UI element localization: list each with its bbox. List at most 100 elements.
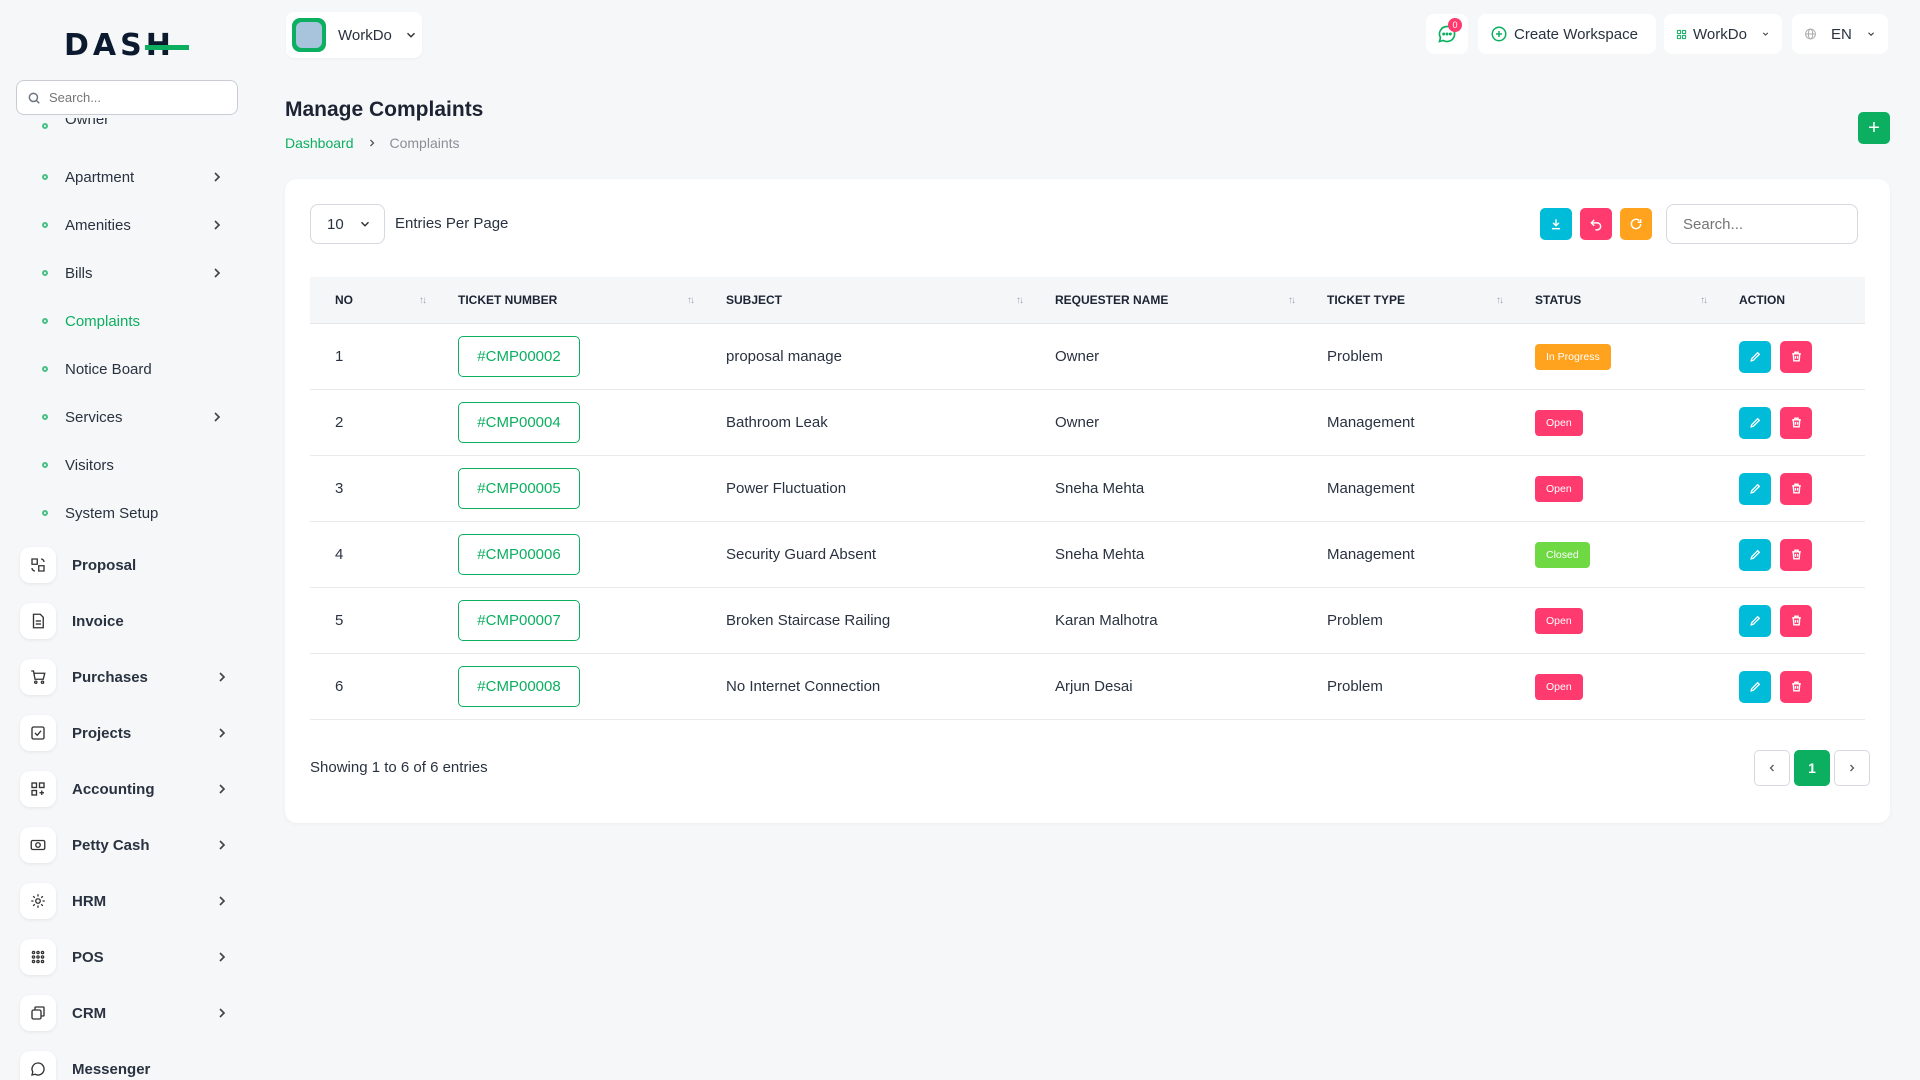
delete-button[interactable] — [1780, 406, 1812, 439]
sort-icon: ↑↓ — [1496, 294, 1504, 306]
delete-button[interactable] — [1780, 472, 1812, 505]
column-header-requester-name[interactable]: REQUESTER NAME ↑↓ — [1030, 277, 1302, 324]
sidebar-item-label: Purchases — [72, 668, 148, 686]
table-row: 6 #CMP00008 No Internet Connection Arjun De… — [310, 654, 1865, 720]
delete-button[interactable] — [1780, 340, 1812, 373]
status-badge: In Progress — [1535, 343, 1611, 370]
edit-button[interactable] — [1739, 604, 1771, 637]
cell-actions — [1714, 472, 1865, 505]
reset-button[interactable] — [1580, 208, 1612, 240]
sidebar-item-invoice[interactable]: Invoice — [20, 602, 234, 640]
column-header-ticket-type[interactable]: TICKET TYPE ↑↓ — [1302, 277, 1510, 324]
bullet-icon — [40, 412, 50, 422]
sidebar-item-notice-board[interactable]: Notice Board — [40, 357, 230, 381]
workspace-switcher[interactable]: WorkDo — [286, 12, 422, 58]
status-badge: Open — [1535, 673, 1583, 700]
cell-ticket: #CMP00002 — [433, 336, 701, 377]
pencil-icon — [1749, 483, 1760, 494]
sidebar-item-amenities[interactable]: Amenities — [40, 213, 230, 237]
prev-page-button[interactable] — [1754, 750, 1790, 786]
sidebar-search-input[interactable] — [49, 90, 229, 105]
cell-requester: Sneha Mehta — [1055, 546, 1145, 563]
sidebar-item-purchases[interactable]: Purchases — [20, 658, 234, 696]
edit-button[interactable] — [1739, 340, 1771, 373]
sidebar-item-petty-cash[interactable]: Petty Cash — [20, 826, 234, 864]
pagination: 1 — [1750, 750, 1870, 786]
column-header-subject[interactable]: SUBJECT ↑↓ — [701, 277, 1030, 324]
entries-per-page-select[interactable]: 10 — [310, 204, 385, 244]
chevron-right-icon — [214, 837, 230, 853]
ticket-number-link[interactable]: #CMP00008 — [458, 666, 580, 707]
chevron-right-icon — [214, 781, 230, 797]
breadcrumb-dashboard-link[interactable]: Dashboard — [285, 135, 354, 151]
sidebar-item-complaints[interactable]: Complaints — [40, 309, 230, 333]
column-header-status[interactable]: STATUS ↑↓ — [1510, 277, 1714, 324]
proposal-icon — [20, 547, 56, 583]
sidebar: DASH Owner Apartment Amenities Bills Compla… — [0, 0, 254, 1080]
logo-accent-bar — [144, 44, 189, 50]
sidebar-item-label: Visitors — [65, 456, 114, 474]
page-button-1[interactable]: 1 — [1794, 750, 1830, 786]
page-title: Manage Complaints — [285, 98, 484, 121]
cell-ticket-type: Management — [1327, 546, 1415, 563]
column-header-label: REQUESTER NAME — [1055, 293, 1169, 307]
pencil-icon — [1749, 351, 1760, 362]
sidebar-item-projects[interactable]: Projects — [20, 714, 234, 752]
sidebar-item-owner[interactable]: Owner — [40, 118, 230, 134]
edit-button[interactable] — [1739, 538, 1771, 571]
delete-button[interactable] — [1780, 670, 1812, 703]
ticket-number-link[interactable]: #CMP00006 — [458, 534, 580, 575]
sidebar-item-bills[interactable]: Bills — [40, 261, 230, 285]
chevron-right-icon — [369, 139, 374, 147]
cell-subject: Power Fluctuation — [726, 480, 847, 497]
delete-button[interactable] — [1780, 538, 1812, 571]
trash-icon — [1791, 615, 1801, 626]
cell-ticket: #CMP00008 — [433, 666, 701, 707]
sidebar-item-system-setup[interactable]: System Setup — [40, 501, 230, 525]
sidebar-item-crm[interactable]: CRM — [20, 994, 234, 1032]
sidebar-item-apartment[interactable]: Apartment — [40, 165, 230, 189]
sidebar-item-pos[interactable]: POS — [20, 938, 234, 976]
sort-icon: ↑↓ — [1288, 294, 1296, 306]
add-complaint-button[interactable]: + — [1858, 112, 1890, 144]
create-workspace-button[interactable]: Create Workspace — [1478, 14, 1656, 54]
edit-button[interactable] — [1739, 406, 1771, 439]
cell-requester: Karan Malhotra — [1055, 612, 1158, 629]
chevron-right-icon — [1850, 764, 1855, 772]
ticket-number-link[interactable]: #CMP00007 — [458, 600, 580, 641]
ticket-number-link[interactable]: #CMP00004 — [458, 402, 580, 443]
refresh-button[interactable] — [1620, 208, 1652, 240]
sidebar-item-accounting[interactable]: Accounting — [20, 770, 234, 808]
dash-logo[interactable]: DASH — [64, 28, 189, 63]
sidebar-item-services[interactable]: Services — [40, 405, 230, 429]
export-button[interactable] — [1540, 208, 1572, 240]
cell-ticket-type: Problem — [1327, 678, 1383, 695]
delete-button[interactable] — [1780, 604, 1812, 637]
edit-button[interactable] — [1739, 670, 1771, 703]
language-button[interactable]: EN — [1792, 14, 1888, 54]
table-row: 4 #CMP00006 Security Guard Absent Sneha Meh… — [310, 522, 1865, 588]
workspace-menu-button[interactable]: WorkDo — [1664, 14, 1782, 54]
edit-button[interactable] — [1739, 472, 1771, 505]
cell-no: 5 — [335, 612, 344, 629]
chevron-right-icon — [214, 949, 230, 965]
next-page-button[interactable] — [1834, 750, 1870, 786]
sort-icon: ↑↓ — [419, 294, 427, 306]
sidebar-item-label: Notice Board — [65, 360, 152, 378]
status-badge: Closed — [1535, 541, 1590, 568]
sidebar-item-proposal[interactable]: Proposal — [20, 546, 234, 584]
sidebar-item-visitors[interactable]: Visitors — [40, 453, 230, 477]
column-header-ticket-number[interactable]: TICKET NUMBER ↑↓ — [433, 277, 701, 324]
column-header-no[interactable]: NO ↑↓ — [310, 277, 433, 324]
globe-icon — [1805, 28, 1816, 40]
ticket-number-link[interactable]: #CMP00002 — [458, 336, 580, 377]
sidebar-item-hrm[interactable]: HRM — [20, 882, 234, 920]
ticket-number-link[interactable]: #CMP00005 — [458, 468, 580, 509]
chevron-right-icon — [209, 217, 225, 233]
sort-icon: ↑↓ — [1700, 294, 1708, 306]
bullet-icon — [40, 220, 50, 230]
bullet-icon — [40, 316, 50, 326]
messages-button[interactable]: 0 — [1426, 14, 1468, 54]
sidebar-item-messenger[interactable]: Messenger — [20, 1050, 234, 1080]
table-search-input[interactable] — [1666, 204, 1858, 244]
